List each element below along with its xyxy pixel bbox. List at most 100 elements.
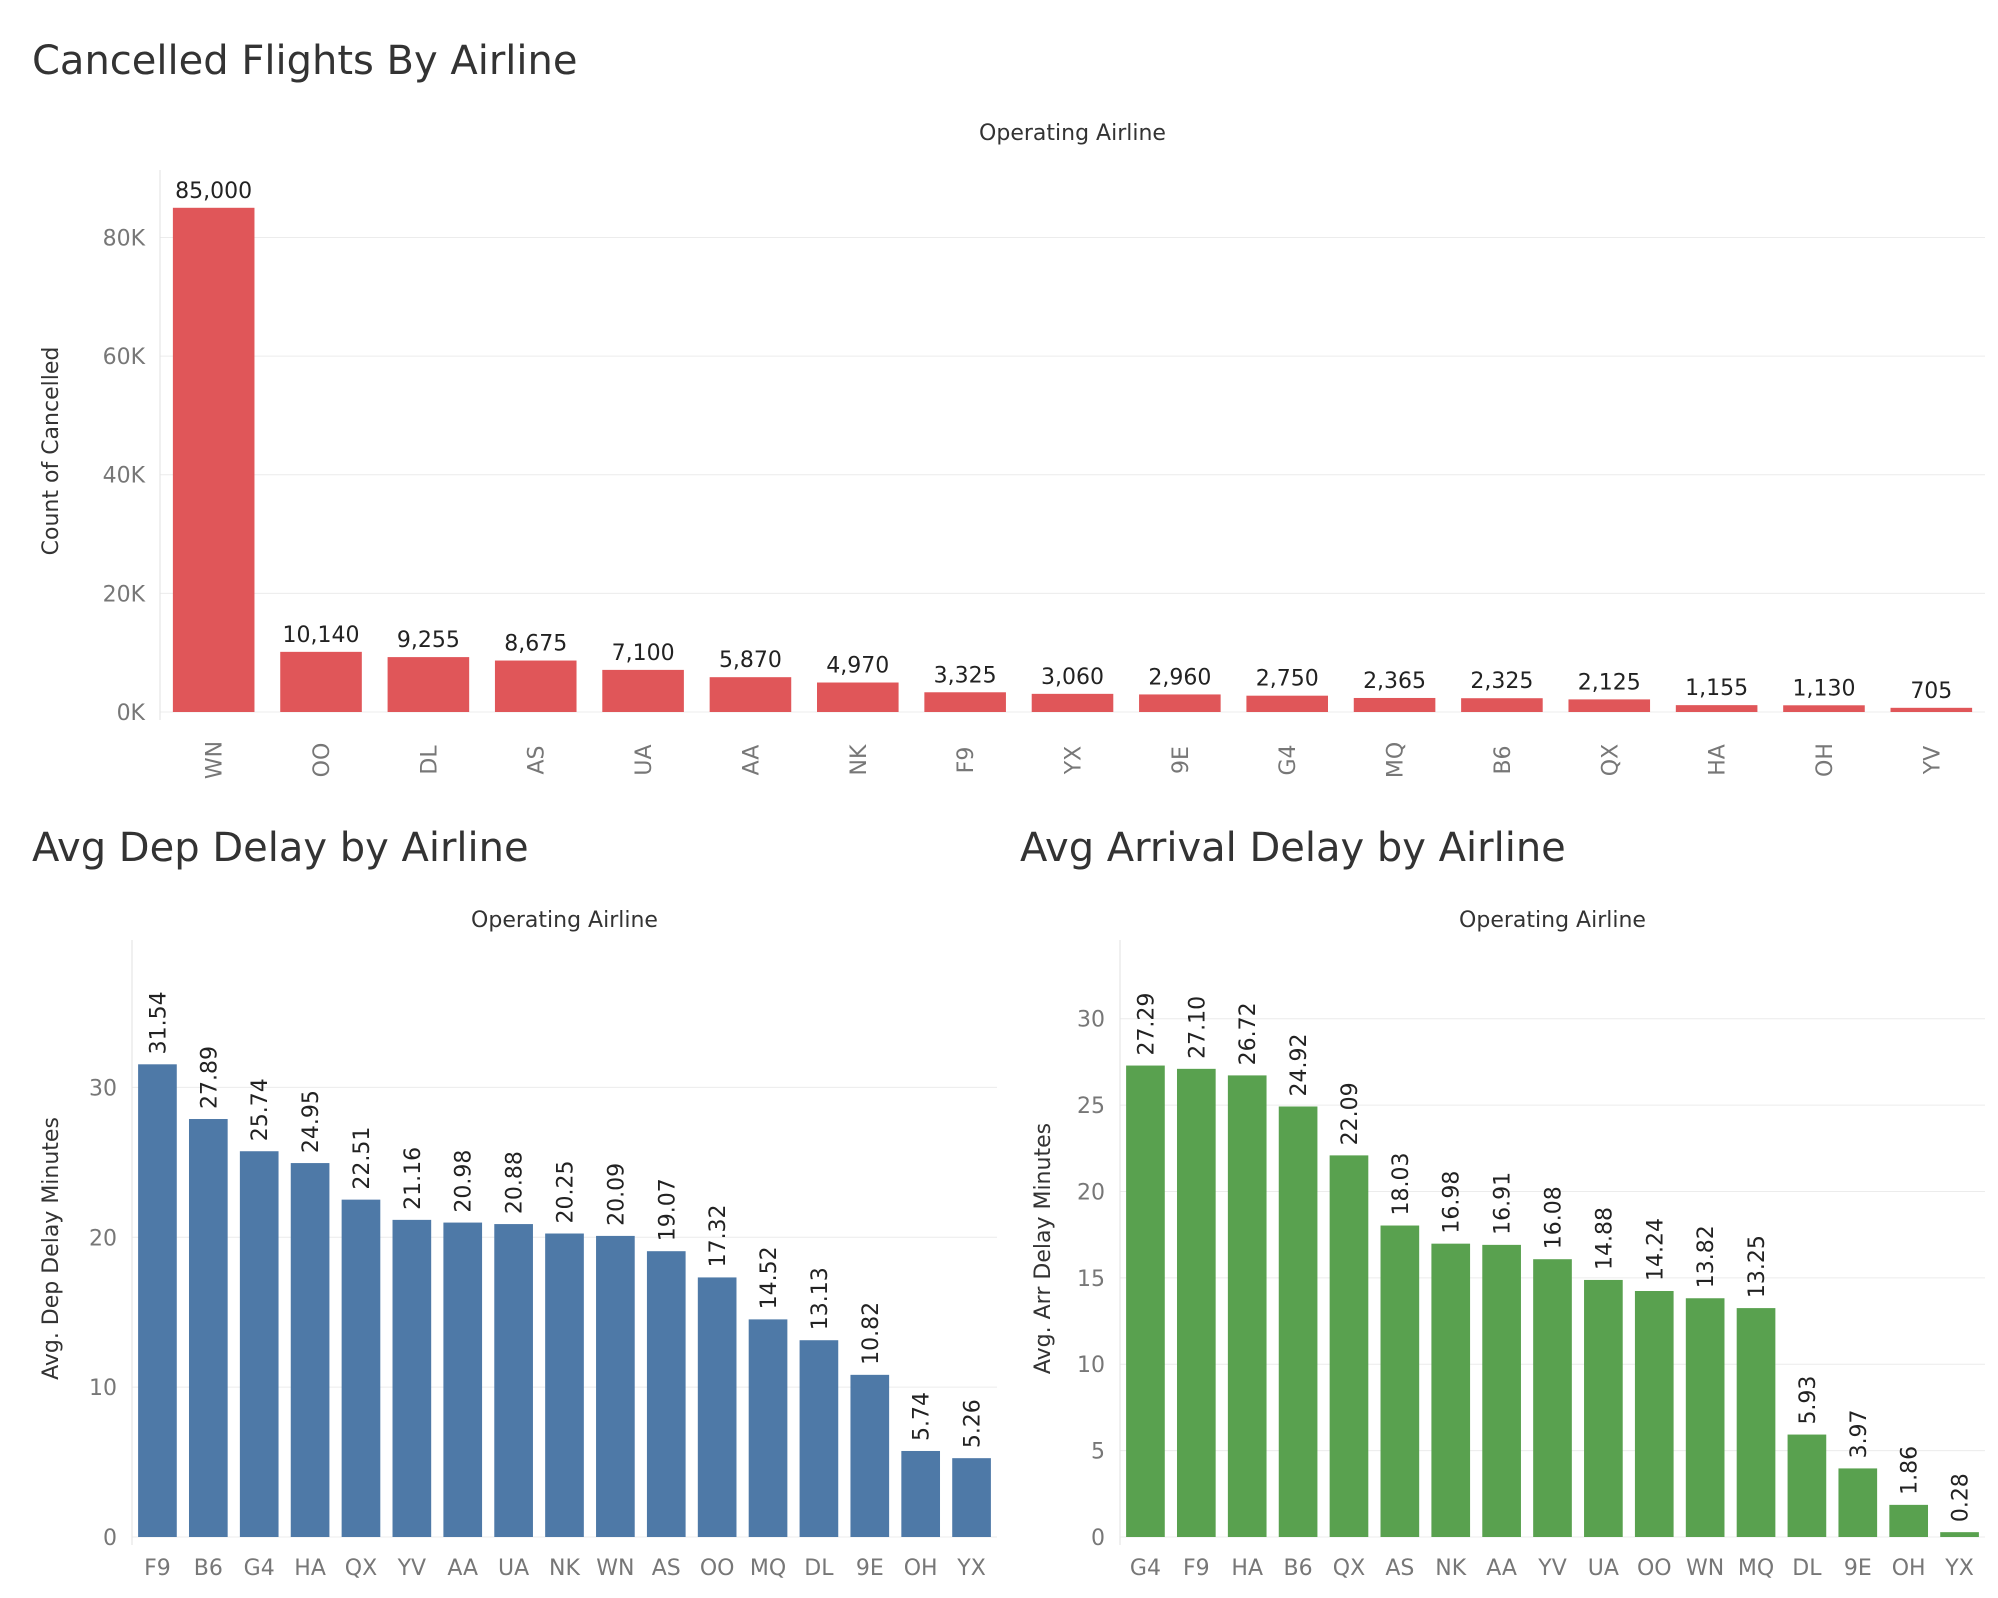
x-tick-label: 9E [1169,746,1194,774]
x-tick-label: WN [1686,1556,1724,1581]
x-tick-label: HA [294,1556,326,1581]
x-tick-label: AS [652,1556,681,1581]
data-label: 13.13 [808,1267,833,1330]
data-label: 2,960 [1148,665,1211,690]
x-tick-label: OH [1892,1556,1926,1581]
data-label: 2,325 [1470,669,1533,694]
bar [709,677,792,712]
bar [1584,1279,1623,1537]
bar [952,1458,991,1537]
x-tick-label: F9 [1183,1556,1210,1581]
y-tick-label: 60K [103,345,146,370]
x-tick-label: HA [1231,1556,1263,1581]
x-tick-label: QX [1333,1556,1365,1581]
bar [1482,1244,1521,1537]
y-tick-label: 15 [1077,1267,1105,1292]
y-tick-label: 30 [1077,1008,1105,1033]
data-label: 1,130 [1792,676,1855,701]
data-label: 4,970 [826,654,889,679]
x-tick-label: DL [804,1556,834,1581]
bar [280,651,362,712]
bar [392,1219,432,1537]
y-tick-label: 0 [103,1526,117,1551]
bar [1353,697,1436,712]
data-label: 8,675 [504,632,567,657]
y-tick-label: 0K [117,701,146,726]
data-label: 18.03 [1389,1153,1414,1216]
bar [239,1151,279,1537]
bar [1227,1075,1267,1537]
bar [817,682,899,712]
data-label: 5.74 [910,1392,935,1441]
x-tick-label: OO [1637,1556,1672,1581]
cancelled-chart-title: Cancelled Flights By Airline [32,38,578,84]
x-tick-label: 9E [1844,1556,1872,1581]
data-label: 3,060 [1041,665,1104,690]
x-tick-label: MQ [1384,742,1409,778]
x-tick-label: B6 [194,1556,223,1581]
bar [545,1233,584,1537]
data-label: 31.54 [146,991,171,1054]
x-tick-label: G4 [1130,1556,1161,1581]
bar [290,1163,330,1537]
data-label: 85,000 [175,179,252,204]
y-tick-label: 10 [89,1376,117,1401]
bar [1736,1308,1776,1537]
x-tick-label: HA [1706,744,1731,776]
bar [1139,694,1221,712]
bar [1787,1434,1827,1537]
x-tick-label: YV [1537,1556,1567,1581]
x-tick-label: AS [525,745,550,774]
data-label: 16.08 [1542,1186,1567,1249]
x-tick-label: WN [596,1556,634,1581]
data-label: 13.25 [1745,1235,1770,1298]
bar [901,1450,941,1537]
data-label: 14.24 [1643,1218,1668,1281]
data-label: 27.29 [1134,993,1159,1056]
bar [924,692,1006,712]
bar [602,669,684,712]
x-tick-label: YX [956,1556,986,1581]
x-tick-label: AS [1385,1556,1414,1581]
data-label: 16.91 [1491,1172,1516,1235]
x-tick-label: YV [397,1556,427,1581]
x-tick-label: 9E [856,1556,884,1581]
data-label: 5,870 [719,648,782,673]
bar [1634,1290,1674,1537]
y-tick-label: 20 [1077,1180,1105,1205]
x-tick-label: DL [417,745,442,775]
x-tick-label: G4 [1276,744,1301,775]
data-label: 14.88 [1592,1207,1617,1270]
data-label: 0.28 [1949,1473,1974,1522]
x-tick-label: AA [447,1556,478,1581]
bar [1890,707,1973,712]
y-tick-label: 10 [1077,1353,1105,1378]
x-tick-label: UA [1588,1556,1619,1581]
bar [188,1119,228,1537]
x-tick-label: NK [847,744,872,775]
data-label: 24.95 [299,1090,324,1153]
bar [1685,1298,1725,1537]
bar [850,1374,890,1537]
data-label: 9,255 [397,628,460,653]
x-tick-label: AA [1486,1556,1517,1581]
x-tick-label: OH [904,1556,938,1581]
data-label: 10.82 [859,1302,884,1365]
data-label: 1,155 [1685,676,1748,701]
y-tick-label: 20K [103,582,146,607]
y-tick-label: 20 [89,1226,117,1251]
x-tick-label: F9 [954,747,979,774]
bar [799,1340,839,1537]
x-tick-label: OO [310,743,335,778]
data-label: 2,125 [1578,670,1641,695]
data-label: 705 [1910,679,1952,704]
x-tick-label: YX [1062,746,1087,776]
data-label: 5.93 [1796,1376,1821,1425]
x-tick-label: NK [1435,1556,1466,1581]
x-tick-label: WN [203,741,228,779]
bar [1431,1243,1471,1537]
x-tick-label: QX [1598,744,1623,776]
x-axis-title: Operating Airline [1459,908,1646,933]
bar [1675,705,1758,712]
